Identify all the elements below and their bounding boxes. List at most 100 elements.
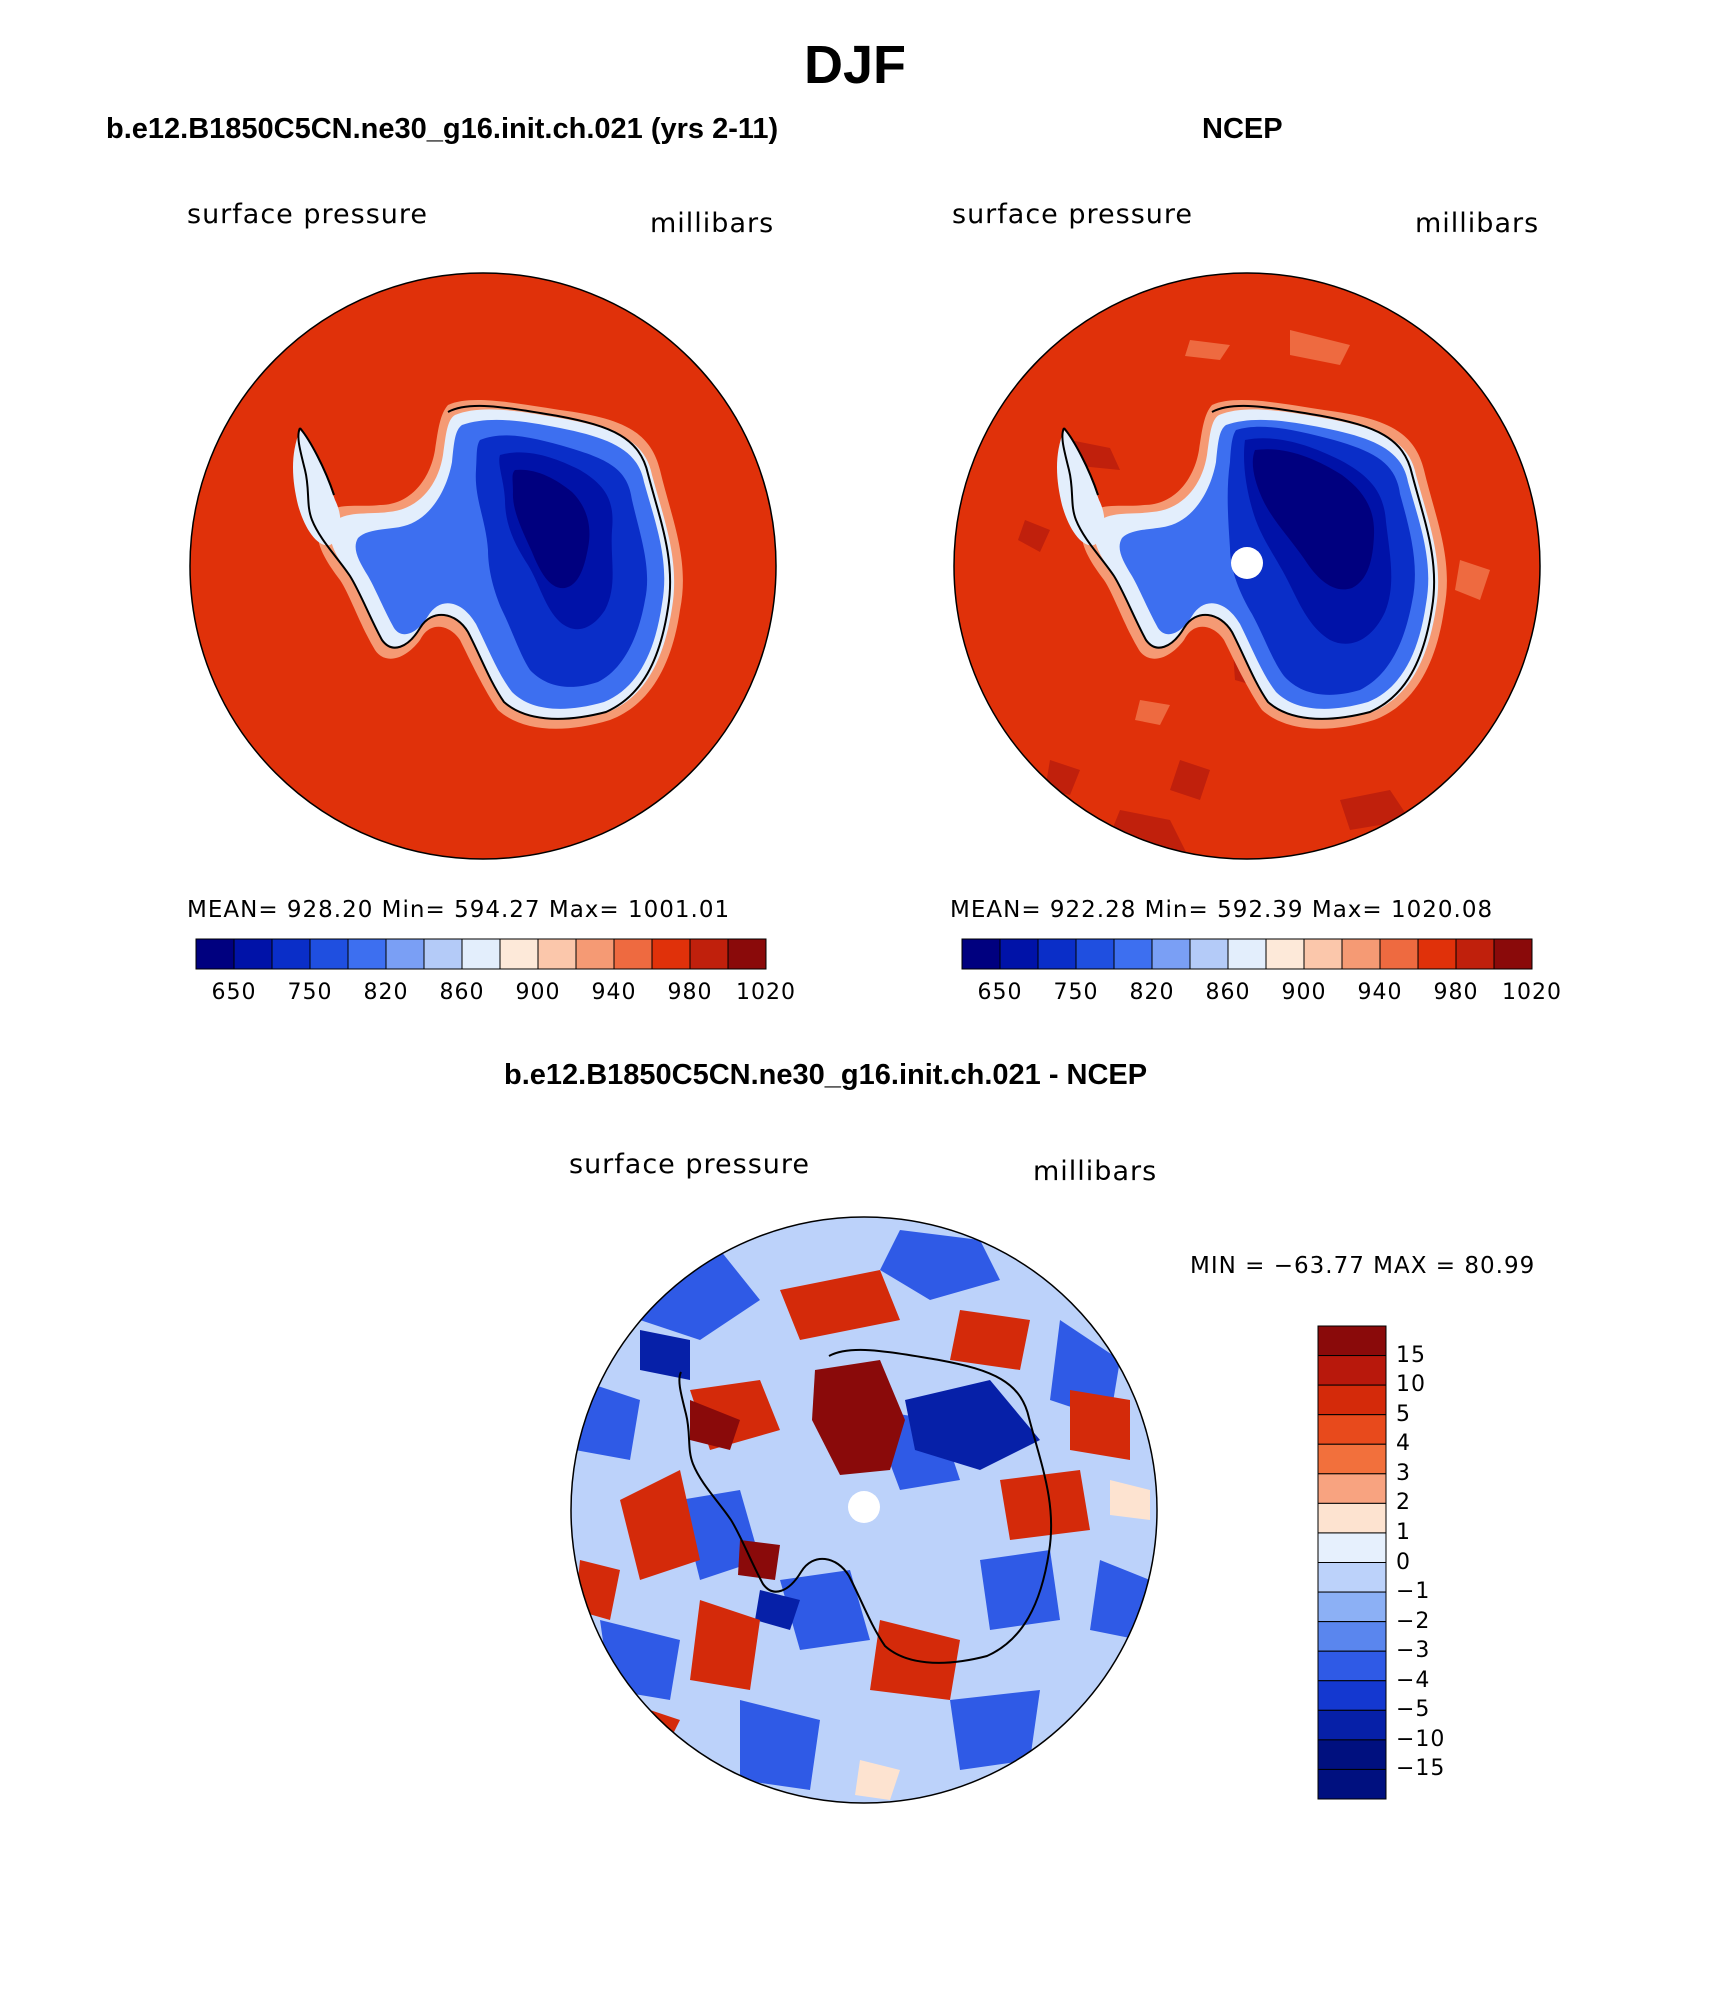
panel-1-land-min (512, 469, 590, 589)
colorbar-tick-label: 650 (211, 980, 257, 1005)
colorbar-box (195, 938, 235, 970)
colorbar-tick-label: −1 (1396, 1579, 1431, 1605)
colorbar-box (961, 938, 1001, 970)
colorbar-box (423, 938, 463, 970)
colorbar-tick-label: −2 (1396, 1608, 1431, 1634)
panel-2-ocean-patch (1290, 330, 1350, 365)
panel-1-colorbar-labels: 650 750 820 860 900 940 980 1020 (196, 980, 796, 1010)
colorbar-box (1317, 1473, 1387, 1504)
colorbar-box (1317, 1591, 1387, 1623)
panel-1-peninsula (293, 430, 341, 546)
colorbar-box (1317, 1532, 1387, 1563)
panel-3-stats: MIN = −63.77 MAX = 80.99 (1190, 1253, 1536, 1279)
panel-2-stats: MEAN= 922.28 Min= 592.39 Max= 1020.08 (950, 897, 1494, 923)
colorbar-box (1317, 1650, 1387, 1682)
panel-2-ocean-patch (1185, 340, 1230, 360)
panel-2-ocean-patch (1135, 700, 1170, 725)
colorbar-tick-label: 940 (1357, 980, 1403, 1005)
panel-3-anomaly-patch (600, 1250, 650, 1290)
colorbar-box (1317, 1355, 1387, 1386)
panel-2-colorbar-labels: 650 750 820 860 900 940 980 1020 (962, 980, 1562, 1010)
colorbar-box (651, 938, 691, 970)
panel-3-anomaly-patch (690, 1400, 740, 1450)
colorbar-box (1151, 938, 1191, 970)
panel-2-map-border (953, 272, 1541, 860)
colorbar-box (1227, 938, 1267, 970)
colorbar-tick-label: 900 (515, 980, 561, 1005)
colorbar-tick-label: −15 (1396, 1756, 1446, 1782)
colorbar-box (1113, 938, 1153, 970)
panel-3-map-border (570, 1216, 1158, 1804)
colorbar-tick-label: −5 (1396, 1697, 1431, 1723)
panel-3-anomaly-patch (640, 1330, 690, 1380)
panel-3-coastline (678, 1348, 1053, 1664)
panel-3-anomaly-patch (1110, 1480, 1150, 1520)
colorbar-tick-label: 900 (1281, 980, 1327, 1005)
colorbar-tick-label: 1020 (736, 980, 796, 1005)
colorbar-box (1075, 938, 1115, 970)
colorbar-box (1493, 938, 1533, 970)
colorbar-box (1317, 1443, 1387, 1475)
colorbar-box (727, 938, 767, 970)
colorbar-tick-label: −4 (1396, 1667, 1431, 1693)
colorbar-tick-label: 820 (1129, 980, 1175, 1005)
colorbar-box (1303, 938, 1343, 970)
colorbar-tick-label: −3 (1396, 1638, 1431, 1664)
panel-3-anomaly-patch (1070, 1390, 1130, 1460)
colorbar-box (1317, 1739, 1387, 1770)
colorbar-tick-label: 980 (1433, 980, 1479, 1005)
colorbar-box (1317, 1325, 1387, 1357)
colorbar-tick-label: 860 (439, 980, 485, 1005)
colorbar-tick-label: 0 (1396, 1549, 1411, 1575)
colorbar-box (1417, 938, 1457, 970)
panel-1-map-border (189, 272, 777, 860)
panel-3-anomaly-patch (950, 1690, 1040, 1770)
colorbar-tick-label: 940 (591, 980, 637, 1005)
panel-1-coastline (297, 404, 672, 720)
colorbar-box (1317, 1709, 1387, 1741)
colorbar-box (1317, 1768, 1387, 1800)
panel-3-anomaly-patch (855, 1760, 900, 1800)
panel-3-pole-hole (848, 1491, 880, 1523)
colorbar-tick-label: 10 (1396, 1372, 1426, 1398)
colorbar-box (271, 938, 311, 970)
panel-2-pole-hole (1231, 547, 1263, 579)
panel-3-anomaly-patch (880, 1230, 1000, 1300)
colorbar-box (1317, 1502, 1387, 1534)
colorbar-box (1317, 1680, 1387, 1711)
colorbar-box (1317, 1562, 1387, 1593)
colorbar-box (385, 938, 425, 970)
panel-3-anomaly-patch (1050, 1320, 1120, 1420)
panel-3-anomaly-patch (950, 1310, 1030, 1370)
colorbar-box (233, 938, 273, 970)
colorbar-tick-label: 750 (287, 980, 333, 1005)
panel-1-units-label: millibars (650, 208, 775, 239)
panel-3-anomaly-patch (1000, 1470, 1090, 1540)
panel-2-ocean-patch (1455, 560, 1490, 600)
panel-2-title: NCEP (1202, 113, 1283, 145)
colorbar-tick-label: 650 (977, 980, 1023, 1005)
colorbar-box (613, 938, 653, 970)
colorbar-tick-label: 3 (1396, 1460, 1411, 1486)
colorbar-box (1037, 938, 1077, 970)
panel-1-title: b.e12.B1850C5CN.ne30_g16.init.ch.021 (yr… (106, 113, 779, 145)
panel-3-anomaly-patch (780, 1270, 900, 1340)
panel-3-anomaly-patch (690, 1600, 760, 1690)
panel-2-units-label: millibars (1415, 208, 1540, 239)
colorbar-tick-label: 2 (1396, 1490, 1411, 1516)
colorbar-box (1317, 1384, 1387, 1416)
panel-2-peninsula (1057, 430, 1105, 546)
main-title: DJF (803, 35, 906, 95)
panel-3-title: b.e12.B1850C5CN.ne30_g16.init.ch.021 - N… (504, 1059, 1148, 1091)
panel-2-ocean-patch (1170, 760, 1210, 800)
colorbar-box (689, 938, 729, 970)
colorbar-box (1317, 1621, 1387, 1652)
panel-2-coastline (1061, 404, 1436, 720)
panel-1-stats: MEAN= 928.20 Min= 594.27 Max= 1001.01 (187, 897, 731, 923)
colorbar-tick-label: −10 (1396, 1726, 1446, 1752)
colorbar-box (347, 938, 387, 970)
panel-1-colorbar (195, 938, 767, 970)
